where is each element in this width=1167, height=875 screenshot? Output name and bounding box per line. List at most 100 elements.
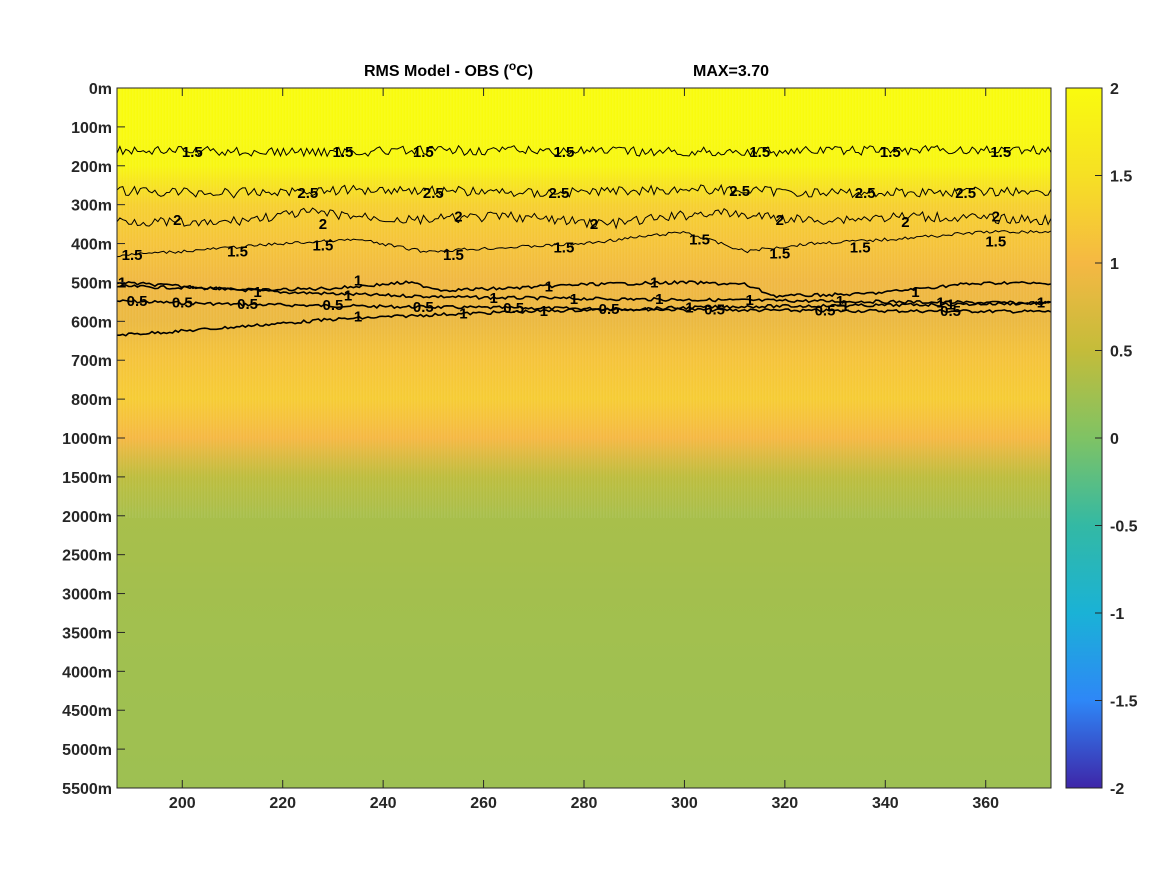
y-axis: 0m 100m 200m 300m 400m 500m 600m 700m 800m 1000m 1… [62,81,125,798]
chart-title: RMS Model - OBS (oC) MAX=3.70 [364,59,769,80]
contour-label: 1 [746,292,754,309]
y-tick-label: 2500m [62,548,112,565]
contour-label: 0.5 [503,300,524,317]
contour-label: 1.5 [689,232,710,249]
contour-label: 1.5 [182,144,203,161]
contour-label: 1 [570,291,578,308]
contour-label: 0.5 [172,295,193,312]
y-tick-label: 1500m [62,470,112,487]
y-tick-label: 4000m [62,664,112,681]
colorbar-tick-label: -1.5 [1110,694,1138,711]
contour-label: 1 [354,308,362,325]
contour-label: 1.5 [990,144,1011,161]
contour-label: 1 [540,303,548,320]
contour-line [117,207,1051,230]
contour-line [117,280,1051,299]
heatmap-field [117,88,1051,788]
colorbar-tick-label: 0 [1110,431,1119,448]
contour-label: 1.5 [312,238,333,255]
x-tick-label: 220 [269,795,296,812]
y-tick-label: 4500m [62,703,112,720]
colorbar-tick-label: 1 [1110,256,1119,273]
max-annotation: MAX=3.70 [693,63,769,80]
contour-label: 0.5 [127,293,148,310]
contour-label: 0.5 [940,303,961,320]
contour-label: 1.5 [769,245,790,262]
colorbar-tick-label: -0.5 [1110,519,1138,536]
x-tick-label: 320 [772,795,799,812]
contour-line [117,144,1051,158]
y-tick-label: 500m [71,275,112,292]
colorbar-ticks: 2 1.5 1 0.5 0 -0.5 -1 -1.5 -2 [1095,81,1138,798]
contour-label: 1.5 [749,144,770,161]
contour-label: 1.5 [880,144,901,161]
contour-label: 2 [992,208,1000,225]
contour-lines [117,144,1051,337]
contour-label: 2.5 [729,183,750,200]
contour-label: 0.5 [599,301,620,318]
x-tick-label: 300 [671,795,698,812]
contour-label: 2.5 [855,185,876,202]
y-tick-label: 3000m [62,587,112,604]
contour-label: 1 [685,300,693,317]
contour-label: 2 [776,212,784,229]
contour-label: 2.5 [548,185,569,202]
title-superscript: o [509,59,516,73]
contour-label: 1 [655,291,663,308]
contour-line [117,300,1051,337]
contour-label: 1 [946,297,954,314]
y-tick-label: 2000m [62,509,112,526]
colorbar-tick-label: -2 [1110,781,1124,798]
x-tick-label: 360 [972,795,999,812]
x-tick-label: 260 [470,795,497,812]
contour-label: 2.5 [297,185,318,202]
y-tick-label: 300m [71,198,112,215]
y-tick-label: 0m [89,81,112,98]
contour-label: 1.5 [413,144,434,161]
contour-line [117,299,1051,314]
contour-label: 1.5 [553,239,574,256]
contour-label: 1 [650,274,658,291]
y-tick-label: 200m [71,159,112,176]
contour-label: 0.5 [704,302,725,319]
contour-label: 1.5 [850,239,871,256]
contour-label: 1 [489,290,497,307]
y-tick-label: 1000m [62,431,112,448]
contour-label: 2 [319,216,327,233]
y-tick-label: 800m [71,392,112,409]
colorbar-tick-label: 2 [1110,81,1119,98]
contour-labels: 0.5 0.5 0.5 0.5 0.5 0.5 0.5 0.5 0.5 0.51 1 1 1 1 1 1 1 11… [118,144,1045,325]
contour-label: 1.5 [985,234,1006,251]
title-main: RMS Model - OBS ( [364,63,510,80]
contour-line [117,183,1051,199]
y-tick-label: 5000m [62,742,112,759]
contour-label: 1.5 [122,247,143,264]
y-tick-label: 600m [71,314,112,331]
contour-label: 1 [836,293,844,310]
x-tick-label: 340 [872,795,899,812]
contour-label: 1 [911,284,919,301]
colorbar: 2 1.5 1 0.5 0 -0.5 -1 -1.5 -2 [1065,81,1138,798]
contour-label: 2 [454,208,462,225]
y-tick-label: 700m [71,353,112,370]
contour-label: 1 [354,273,362,290]
title-unit: C) [516,63,533,80]
x-axis: 200 220 240 260 280 300 320 340 360 [169,88,999,812]
contour-label: 0.5 [322,297,343,314]
contour-label: 1 [253,284,261,301]
y-tick-label: 400m [71,237,112,254]
y-tick-label: 3500m [62,625,112,642]
contour-label: 1 [459,306,467,323]
contour-label: 1 [936,294,944,311]
contour-label: 0.5 [413,299,434,316]
x-tick-label: 200 [169,795,196,812]
contour-label: 2 [173,212,181,229]
contour-label: 1.5 [443,247,464,264]
x-tick-label: 280 [571,795,598,812]
contour-label: 1.5 [333,144,354,161]
contour-label: 1 [344,287,352,304]
contour-label: 2 [590,216,598,233]
contour-label: 1 [545,278,553,295]
contour-label: 0.5 [237,296,258,313]
